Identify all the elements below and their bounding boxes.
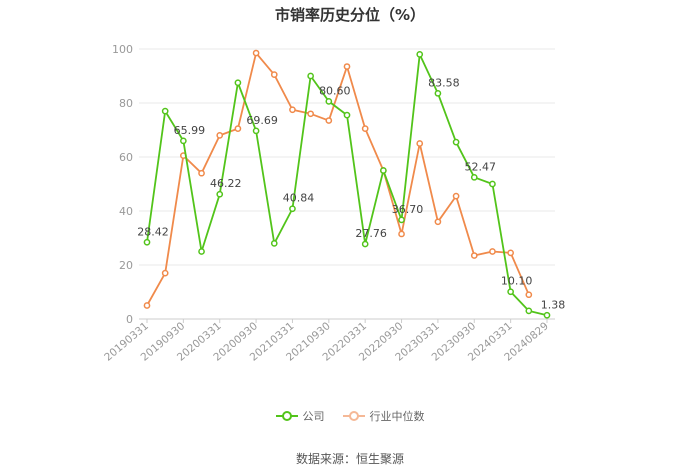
data-label: 46.22 [210, 177, 242, 190]
data-point-industry [489, 248, 496, 255]
data-label: 69.69 [246, 114, 278, 127]
legend-swatch-industry [342, 411, 365, 421]
legend-label-industry: 行业中位数 [369, 410, 425, 423]
data-point-company [161, 107, 169, 115]
data-point-company [398, 216, 405, 224]
data-point-company [489, 180, 496, 188]
data-point-industry [470, 252, 478, 259]
data-point-company [525, 307, 533, 315]
data-point-industry [398, 230, 405, 238]
legend-swatch-company [275, 411, 298, 421]
data-source: 数据来源：恒生聚源 [295, 452, 404, 466]
chart-title: 市销率历史分位（%） [274, 6, 426, 24]
data-point-company [143, 238, 151, 246]
y-tick-label: 100 [112, 43, 133, 56]
data-point-industry [452, 192, 460, 200]
data-label: 52.47 [465, 160, 497, 173]
data-label: 27.76 [355, 227, 387, 240]
data-point-industry [270, 71, 278, 79]
data-point-industry [325, 117, 333, 124]
data-point-company [452, 138, 460, 146]
data-point-industry [361, 125, 369, 132]
legend-label-company: 公司 [302, 410, 325, 423]
data-point-company [343, 111, 351, 119]
data-point-industry [252, 49, 260, 57]
data-point-company [216, 190, 224, 198]
data-point-company [507, 288, 514, 296]
data-point-industry [289, 106, 296, 114]
data-label: 80.60 [319, 84, 351, 97]
y-tick-label: 60 [119, 151, 133, 164]
data-point-industry [507, 249, 514, 257]
data-point-industry [216, 132, 224, 139]
y-tick-label: 20 [119, 259, 133, 272]
data-label: 28.42 [137, 225, 169, 238]
data-point-company [416, 51, 424, 58]
data-point-company [543, 311, 551, 319]
data-label: 36.70 [392, 203, 424, 216]
data-point-company [361, 240, 369, 248]
data-point-company [252, 127, 260, 135]
data-label: 40.84 [283, 192, 315, 205]
data-label: 10.10 [501, 275, 533, 288]
data-point-industry [161, 269, 169, 277]
legend-item-industry[interactable]: 行业中位数 [342, 408, 425, 424]
data-label: 65.99 [174, 124, 206, 137]
data-point-company [289, 205, 296, 213]
data-point-company [234, 79, 242, 87]
data-label: 83.58 [428, 76, 460, 89]
y-tick-label: 0 [126, 313, 133, 326]
data-point-company [180, 137, 187, 145]
data-point-company [325, 98, 333, 105]
data-point-company [198, 248, 205, 255]
series-line-industry [146, 52, 530, 306]
data-label: 1.38 [541, 298, 566, 311]
data-point-industry [343, 63, 351, 70]
data-point-company [380, 167, 387, 174]
data-point-company [307, 72, 314, 80]
legend-item-company[interactable]: 公司 [275, 408, 325, 424]
data-point-industry [434, 218, 442, 226]
data-point-company [434, 89, 442, 97]
data-point-industry [143, 302, 151, 309]
data-point-industry [307, 110, 314, 118]
data-point-company [470, 173, 478, 181]
data-point-industry [416, 140, 424, 147]
data-point-industry [234, 125, 242, 132]
data-point-industry [525, 291, 533, 299]
y-tick-label: 40 [119, 205, 133, 218]
y-tick-label: 80 [119, 97, 133, 110]
data-point-company [270, 240, 278, 247]
legend: 公司 行业中位数 [0, 408, 700, 424]
data-point-industry [198, 169, 205, 177]
